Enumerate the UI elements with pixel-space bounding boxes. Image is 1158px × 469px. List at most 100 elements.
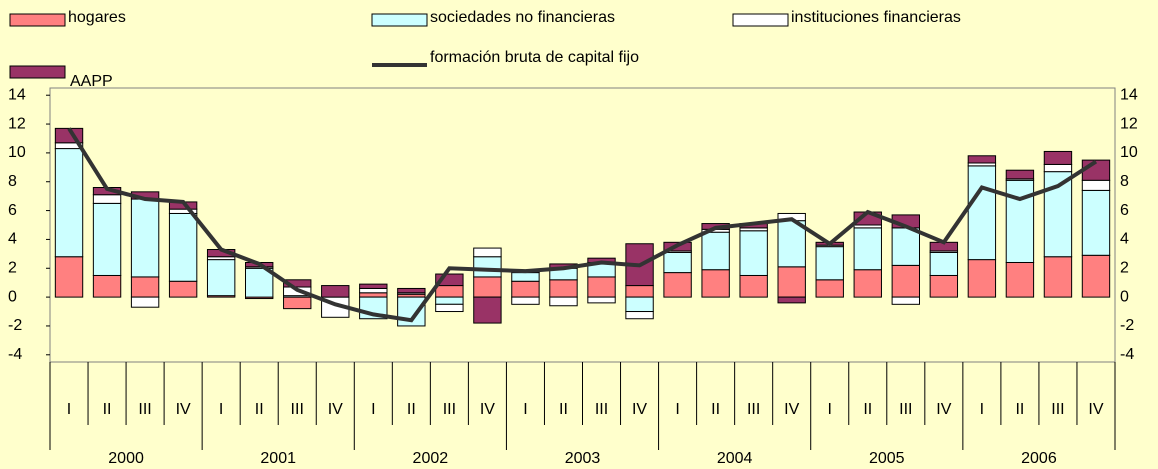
y2-tick-label: 12: [1120, 115, 1138, 132]
x-tick-label: IV: [176, 401, 191, 418]
bar: [511, 280, 540, 298]
bar: [473, 276, 502, 298]
bar: [929, 251, 959, 276]
x-tick-label: IV: [328, 401, 343, 418]
y-tick-label: 6: [8, 202, 17, 219]
bar: [663, 272, 692, 298]
bar: [587, 276, 616, 298]
bar: [587, 296, 616, 304]
y-tick-label: 10: [8, 144, 26, 161]
x-tick-label: III: [291, 401, 304, 418]
bar: [92, 274, 122, 298]
legend-label: sociedades no financieras: [430, 9, 615, 26]
legend-label: instituciones financieras: [791, 9, 961, 26]
group-label: 2003: [565, 450, 601, 467]
x-tick-label: III: [899, 401, 912, 418]
bar: [130, 276, 160, 298]
bar: [283, 296, 312, 310]
x-tick-label: II: [559, 401, 568, 418]
y2-tick-label: 6: [1120, 202, 1129, 219]
group-label: 2002: [413, 450, 449, 467]
bar: [891, 227, 920, 266]
x-tick-label: I: [371, 401, 375, 418]
y2-tick-label: 8: [1120, 173, 1129, 190]
x-tick-label: I: [675, 401, 679, 418]
x-tick-label: I: [523, 401, 527, 418]
bar: [891, 296, 920, 305]
bar: [511, 296, 540, 305]
bar: [701, 231, 730, 271]
legend-label: hogares: [68, 9, 126, 26]
bar: [663, 251, 692, 274]
bar: [359, 292, 388, 298]
x-tick-label: II: [863, 401, 872, 418]
y2-tick-label: -4: [1120, 346, 1134, 363]
bar: [815, 279, 844, 298]
bar: [473, 256, 502, 278]
bar: [283, 279, 312, 288]
y2-tick-label: 2: [1120, 259, 1129, 276]
bar: [967, 155, 997, 164]
bar: [1043, 163, 1073, 173]
bar: [891, 264, 920, 298]
x-tick-label: I: [980, 401, 984, 418]
bar: [853, 269, 882, 298]
bar: [473, 296, 502, 324]
y-tick-label: -4: [8, 346, 22, 363]
legend-swatch: [371, 13, 428, 27]
x-tick-label: III: [1051, 401, 1064, 418]
bar: [625, 285, 654, 298]
bar: [777, 296, 806, 304]
bar: [130, 296, 160, 308]
legend-label: AAPP: [70, 73, 113, 90]
line-series: [67, 127, 1098, 323]
y2-tick-label: 4: [1120, 231, 1129, 248]
bar: [130, 198, 160, 278]
x-tick-label: II: [1015, 401, 1024, 418]
y2-tick-label: 10: [1120, 144, 1138, 161]
y2-tick-label: 14: [1120, 86, 1138, 103]
bar: [359, 287, 388, 294]
bar: [206, 259, 236, 297]
bar: [92, 194, 122, 204]
y-tick-label: 0: [8, 288, 17, 305]
x-tick-label: III: [595, 401, 608, 418]
bar: [245, 267, 274, 298]
legend-swatch: [732, 13, 789, 27]
bar: [92, 202, 122, 276]
bar: [815, 246, 844, 281]
x-tick-label: II: [711, 401, 720, 418]
bar: [1043, 256, 1073, 298]
x-tick-label: IV: [936, 401, 951, 418]
y2-tick-label: 0: [1120, 288, 1129, 305]
bar: [967, 165, 997, 261]
y2-tick-label: -2: [1120, 317, 1134, 334]
group-label: 2001: [260, 450, 296, 467]
bar: [1081, 179, 1111, 191]
bar: [1005, 169, 1035, 180]
x-tick-label: IV: [632, 401, 647, 418]
x-tick-label: IV: [784, 401, 799, 418]
bar: [777, 266, 806, 298]
y-tick-label: 8: [8, 173, 17, 190]
bar: [168, 212, 198, 282]
bar: [54, 256, 84, 298]
bar: [1081, 254, 1111, 298]
legend-swatch: [9, 65, 66, 79]
bar: [321, 285, 350, 298]
group-label: 2004: [717, 450, 753, 467]
bar: [777, 220, 806, 268]
bar: [168, 280, 198, 298]
bar: [435, 296, 464, 305]
bar: [625, 311, 654, 320]
x-tick-label: III: [443, 401, 456, 418]
y-tick-label: 2: [8, 259, 17, 276]
bar: [435, 273, 464, 287]
x-tick-label: I: [67, 401, 71, 418]
x-tick-label: II: [407, 401, 416, 418]
x-tick-label: IV: [1088, 401, 1103, 418]
bar: [701, 269, 730, 298]
bar: [1005, 179, 1035, 263]
group-label: 2006: [1021, 450, 1057, 467]
